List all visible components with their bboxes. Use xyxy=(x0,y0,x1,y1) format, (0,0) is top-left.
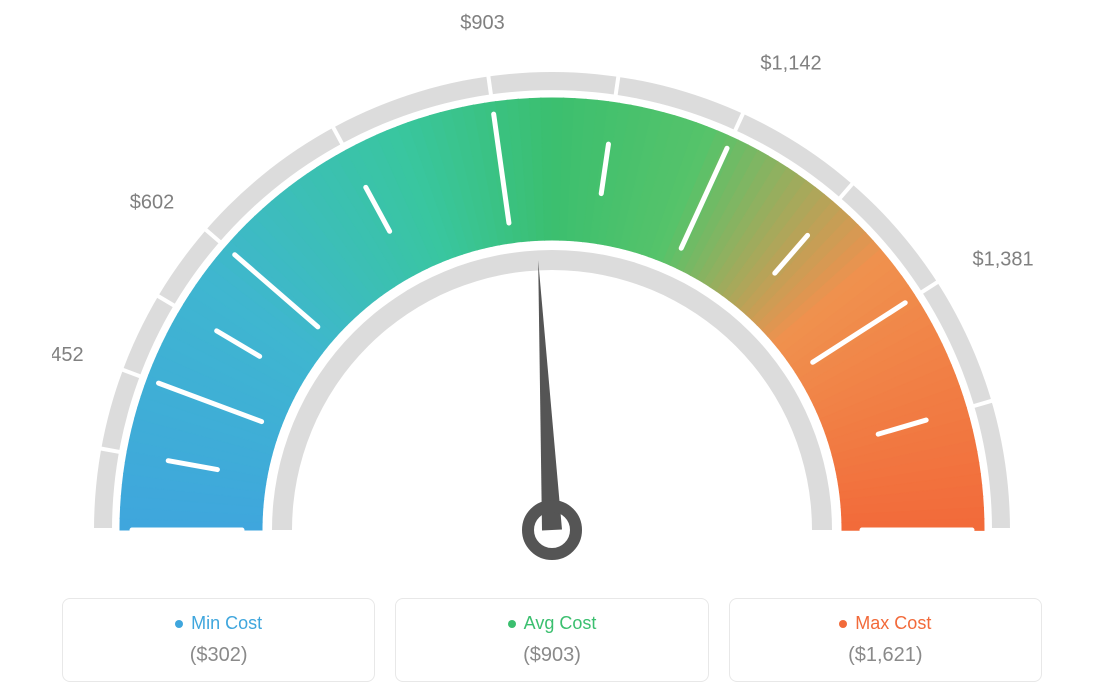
svg-text:$903: $903 xyxy=(460,12,505,34)
legend-value-max: ($1,621) xyxy=(740,644,1031,667)
legend-label-max: Max Cost xyxy=(855,613,931,634)
legend-value-avg: ($903) xyxy=(406,644,697,667)
legend: Min Cost ($302) Avg Cost ($903) Max Cost… xyxy=(62,598,1042,682)
legend-card-min: Min Cost ($302) xyxy=(62,598,375,682)
legend-label-avg: Avg Cost xyxy=(524,613,597,634)
svg-text:$1,142: $1,142 xyxy=(760,52,821,74)
svg-text:$452: $452 xyxy=(52,344,84,366)
legend-dot-max xyxy=(839,620,847,628)
svg-text:$602: $602 xyxy=(130,191,175,213)
legend-value-min: ($302) xyxy=(73,644,364,667)
cost-gauge: $302$452$602$903$1,142$1,381$1,621 xyxy=(52,0,1052,580)
legend-card-max: Max Cost ($1,621) xyxy=(729,598,1042,682)
legend-dot-avg xyxy=(508,620,516,628)
legend-label-min: Min Cost xyxy=(191,613,262,634)
legend-card-avg: Avg Cost ($903) xyxy=(395,598,708,682)
legend-dot-min xyxy=(175,620,183,628)
svg-text:$1,381: $1,381 xyxy=(973,248,1034,270)
